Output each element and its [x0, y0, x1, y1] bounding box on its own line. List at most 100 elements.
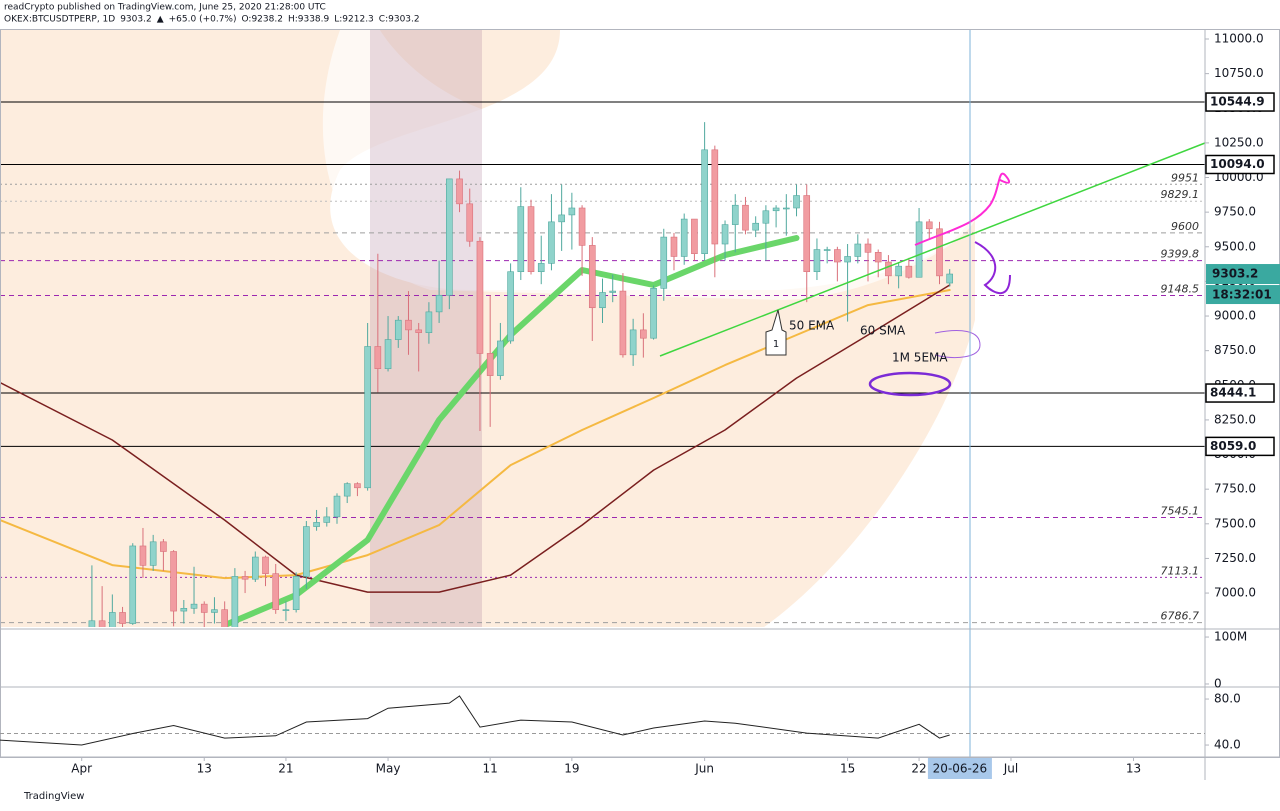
candle-body [313, 522, 320, 527]
candle-body [231, 576, 239, 627]
y-tick-label: 11000.0 [1214, 32, 1264, 46]
candle-body [415, 329, 422, 333]
publisher: readCrypto published on TradingView.com,… [4, 3, 326, 13]
annotation: 1M 5EMA [892, 351, 948, 365]
moving-average [0, 284, 951, 593]
annotation: 50 EMA [789, 319, 835, 333]
pen-stroke [914, 172, 1011, 246]
y-tick-label: 7500.0 [1214, 516, 1256, 530]
candle-body [925, 221, 933, 230]
candle-body [772, 207, 780, 212]
candle-body [752, 222, 759, 231]
candle-body [98, 620, 106, 627]
y-tick-label: 7250.0 [1214, 551, 1256, 565]
candles [88, 122, 954, 627]
level-label-box [1205, 436, 1275, 457]
candle-body [374, 346, 382, 369]
x-tick-label: 22 [911, 762, 926, 776]
candle-body [599, 292, 606, 309]
candle-body [946, 273, 954, 284]
countdown: 18:32:01 [1212, 288, 1272, 302]
levels: 9951 9829.1 9600 9399.8 9148.5 7545.1 7113.1 67… [0, 101, 1205, 624]
legend-item: H:9338.9 [288, 15, 330, 25]
x-tick-label: 13 [1126, 762, 1141, 776]
x-tick-label: Jun [694, 762, 714, 776]
rsi-tick-label: 40.0 [1214, 738, 1241, 752]
footer-brand: TradingView [23, 791, 84, 802]
x-tick-label: 15 [840, 762, 855, 776]
x-tick-label: 19 [564, 762, 579, 776]
candle-body [650, 288, 657, 339]
candle-body [241, 576, 249, 580]
candle-body [701, 149, 708, 255]
candle-body [578, 207, 586, 246]
candle-body [486, 353, 494, 376]
y-tick-label: 10250.0 [1214, 135, 1264, 149]
cursor-date-box [927, 758, 992, 779]
moving-average [0, 289, 951, 580]
level-label: 9600 [1171, 220, 1199, 233]
level-label-box [1205, 154, 1275, 175]
candle-body [170, 551, 177, 612]
pen-stroke [974, 241, 1011, 295]
candle-body [711, 149, 719, 245]
candle-body [354, 483, 361, 489]
rsi-line [0, 695, 950, 746]
candle-body [936, 228, 943, 277]
candle-body [456, 178, 463, 205]
legend-item: OKEX:BTCUSDTPERP, 1D [4, 15, 115, 25]
rsi-tick-label: 80.0 [1214, 692, 1241, 706]
candle-body [211, 609, 218, 613]
candle-body [405, 319, 412, 331]
callout [765, 309, 787, 356]
candle-body [691, 218, 698, 255]
candle-body [435, 294, 443, 313]
candle-body [303, 526, 310, 577]
candle-body [629, 329, 637, 356]
y-tick-label: 10750.0 [1214, 66, 1264, 80]
legend-item: C:9303.2 [379, 15, 420, 25]
candle-body [783, 207, 790, 210]
candle-body [497, 340, 504, 376]
candle-body [139, 545, 147, 566]
candle-body [446, 178, 453, 296]
candle-body [742, 204, 749, 231]
candle-body [119, 612, 126, 624]
x-tick-label: 13 [197, 762, 212, 776]
candle-body [364, 346, 371, 489]
candle-body [527, 206, 535, 273]
candle-body [221, 609, 228, 627]
candle-body [640, 329, 647, 339]
candle-body [558, 214, 565, 223]
candle-body [517, 206, 525, 273]
legend-item: O:9238.2 [242, 15, 283, 25]
candle-body [333, 495, 341, 518]
candle-body [793, 195, 800, 209]
trend-line [659, 142, 1206, 357]
ellipse [868, 371, 952, 397]
candle-body [680, 218, 688, 257]
pen-stroke [934, 330, 981, 358]
candle-body [272, 573, 280, 610]
candle-body [200, 603, 208, 613]
y-tick-label: 7000.0 [1214, 586, 1256, 600]
candle-body [425, 311, 433, 333]
candle-body [731, 204, 739, 225]
level-label-box [1205, 92, 1275, 112]
candle-body [660, 236, 668, 289]
candle-body [109, 612, 116, 627]
candle-body [507, 271, 514, 342]
legend-item: 9303.2 [120, 15, 152, 25]
annotation: 1 [773, 339, 779, 350]
candle-body [466, 203, 474, 242]
cursor-date-label: 20-06-26 [933, 762, 987, 776]
candle-body [537, 263, 545, 273]
y-tick-label: 8250.0 [1214, 412, 1256, 426]
candle-body [588, 245, 596, 309]
level-label: 9829.1 [1161, 188, 1200, 201]
volume-tick-label: 0 [1214, 676, 1222, 690]
last-price-label: 9303.2 [1212, 267, 1258, 281]
legend-line: OKEX:BTCUSDTPERP, 1D 9303.2 ▲ +65.0 (+0.7%)… [4, 15, 420, 25]
candle-body [343, 483, 351, 497]
volume-tick-label: 100M [1214, 630, 1247, 644]
